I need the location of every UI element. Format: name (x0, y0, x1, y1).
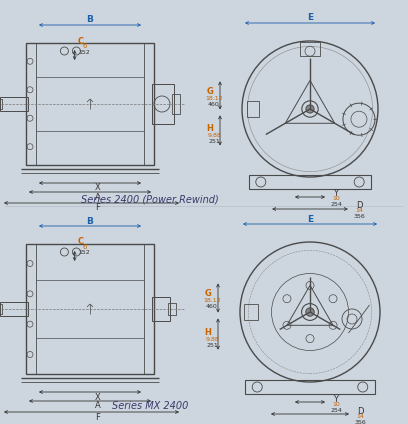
Text: B: B (86, 16, 93, 25)
Text: 251: 251 (208, 139, 220, 144)
Text: G: G (206, 87, 213, 96)
Bar (247, 101, 259, 117)
Text: E: E (307, 14, 313, 22)
Text: F: F (95, 413, 100, 421)
Bar (245, 380, 375, 394)
Text: 6: 6 (82, 244, 87, 250)
Bar (300, 42, 320, 56)
Bar (26, 43, 154, 165)
Text: 14: 14 (355, 209, 363, 214)
Text: H: H (204, 328, 211, 337)
Text: Y: Y (333, 190, 339, 198)
Text: 9.88: 9.88 (205, 337, 219, 342)
Text: A: A (95, 402, 101, 410)
Text: D: D (357, 407, 364, 416)
Text: 254: 254 (330, 203, 342, 207)
Circle shape (306, 308, 314, 316)
Text: 356: 356 (353, 215, 365, 220)
Text: D: D (356, 201, 362, 210)
Bar (244, 304, 257, 320)
Text: 152: 152 (79, 50, 91, 55)
Bar (0, 97, 28, 111)
Text: 10: 10 (332, 196, 340, 201)
Text: 9.88: 9.88 (207, 133, 221, 138)
Bar (0, 302, 28, 316)
Text: H: H (206, 124, 213, 133)
Text: 356: 356 (355, 419, 366, 424)
Text: 18.12: 18.12 (205, 96, 223, 101)
Bar (249, 175, 371, 189)
Text: 251: 251 (206, 343, 218, 348)
Bar (168, 303, 176, 315)
Text: 18.12: 18.12 (203, 298, 221, 304)
Bar (144, 43, 154, 165)
Text: A: A (95, 192, 101, 201)
Text: Series 2400 (Power Rewind): Series 2400 (Power Rewind) (81, 194, 219, 204)
Circle shape (306, 105, 314, 113)
Bar (26, 244, 36, 374)
Text: B: B (86, 217, 93, 226)
Text: G: G (204, 290, 211, 298)
Text: 460: 460 (208, 102, 220, 107)
Text: Y: Y (333, 394, 339, 404)
Bar (172, 94, 180, 114)
Text: 6: 6 (82, 43, 87, 49)
Text: E: E (307, 215, 313, 223)
Text: F: F (95, 204, 100, 212)
Text: X: X (95, 184, 101, 192)
Bar (144, 244, 154, 374)
Bar (26, 43, 36, 165)
Text: C: C (78, 237, 84, 246)
Bar (152, 84, 174, 124)
Text: 14: 14 (357, 413, 364, 418)
Text: X: X (95, 393, 101, 402)
Bar (0, 99, 2, 109)
Bar (26, 244, 154, 374)
Text: 460: 460 (206, 304, 218, 310)
Text: 152: 152 (79, 251, 91, 256)
Text: 10: 10 (332, 402, 340, 407)
Text: Series MX 2400: Series MX 2400 (112, 401, 188, 411)
Bar (0, 304, 2, 314)
Text: C: C (78, 36, 84, 45)
Bar (152, 297, 170, 321)
Text: 254: 254 (330, 407, 342, 413)
